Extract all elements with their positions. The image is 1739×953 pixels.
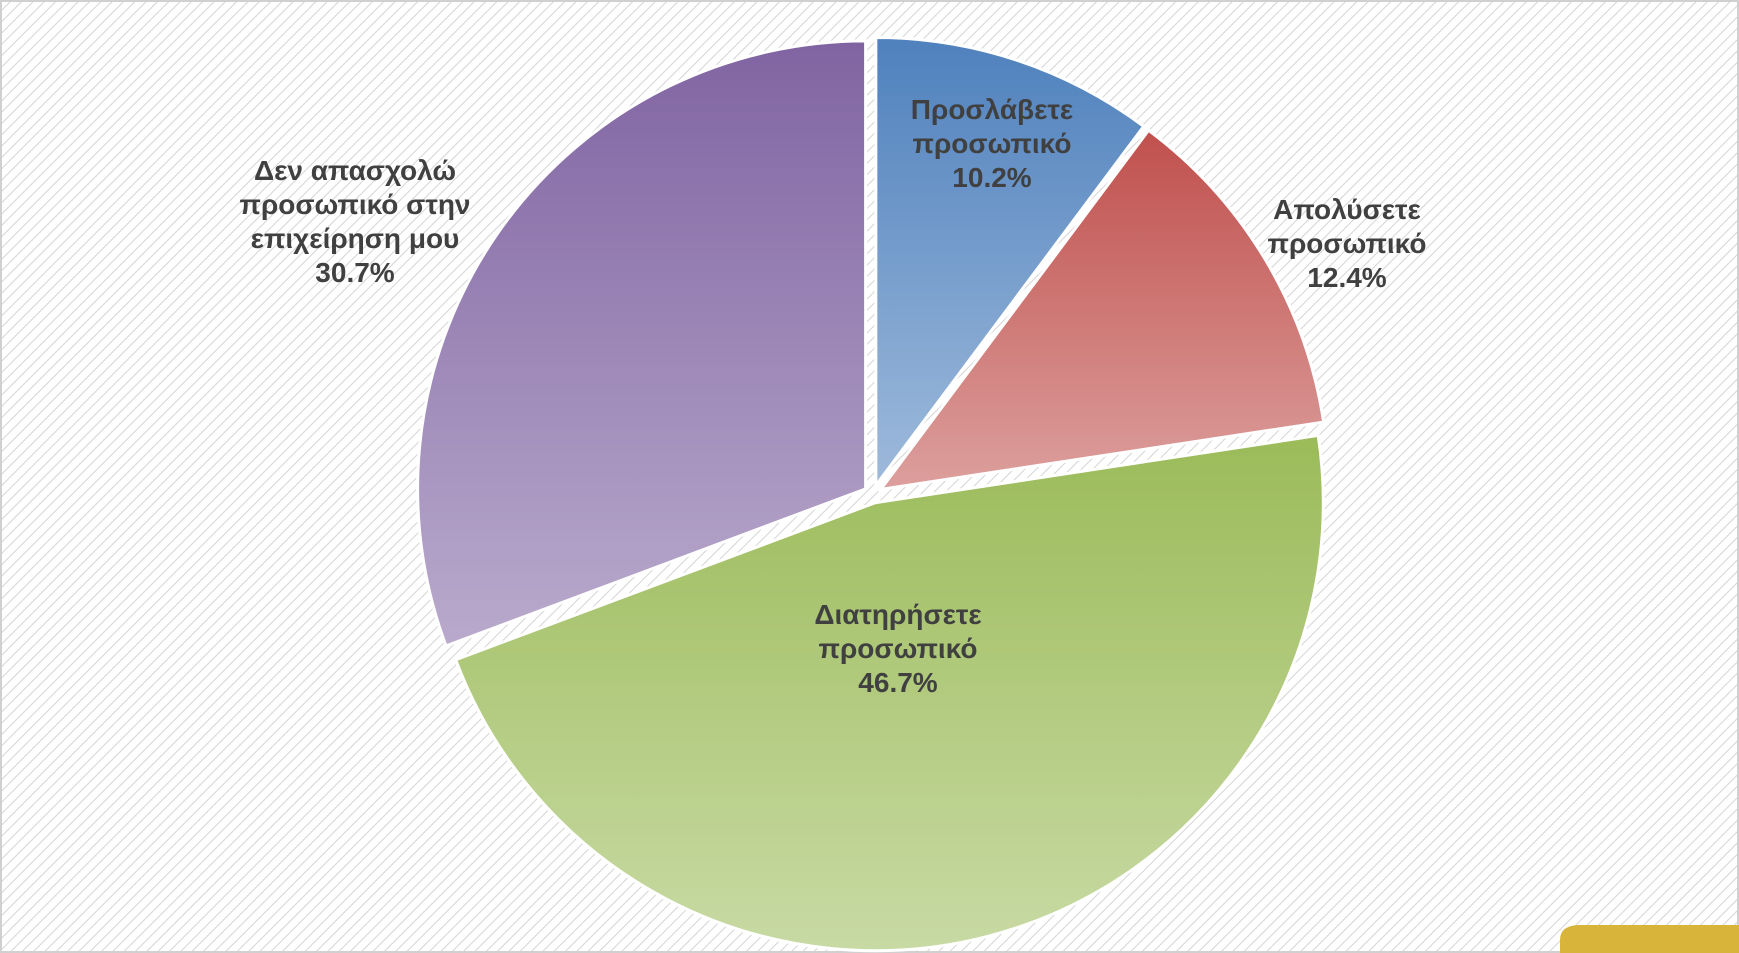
value-label: 10.2% [952, 162, 1032, 193]
value-label: 12.4% [1307, 262, 1387, 293]
value-label: 30.7% [315, 257, 395, 288]
label-box: Δεν απασχολώ προσωπικό στην επιχείρηση μ… [225, 152, 485, 292]
category-label: Προσλάβετε προσωπικό [910, 94, 1074, 159]
pie-slice [874, 35, 1146, 490]
pie-slice [453, 433, 1325, 953]
pie-slice [416, 39, 868, 648]
category-label: Απολύσετε προσωπικό [1267, 194, 1427, 259]
label-box: Προσλάβετε προσωπικό 10.2% [862, 74, 1122, 214]
pie-slice [877, 128, 1326, 492]
value-label: 46.7% [858, 667, 938, 698]
category-label: Διατηρήσετε προσωπικό [814, 599, 982, 664]
label-box: Διατηρήσετε προσωπικό 46.7% [768, 579, 1028, 719]
logo [1560, 925, 1739, 953]
data-label: Δεν απασχολώ προσωπικό στην επιχείρηση μ… [225, 152, 485, 292]
label-box: Απολύσετε προσωπικό 12.4% [1217, 174, 1477, 314]
category-label: Δεν απασχολώ προσωπικό στην επιχείρηση μ… [239, 155, 471, 254]
